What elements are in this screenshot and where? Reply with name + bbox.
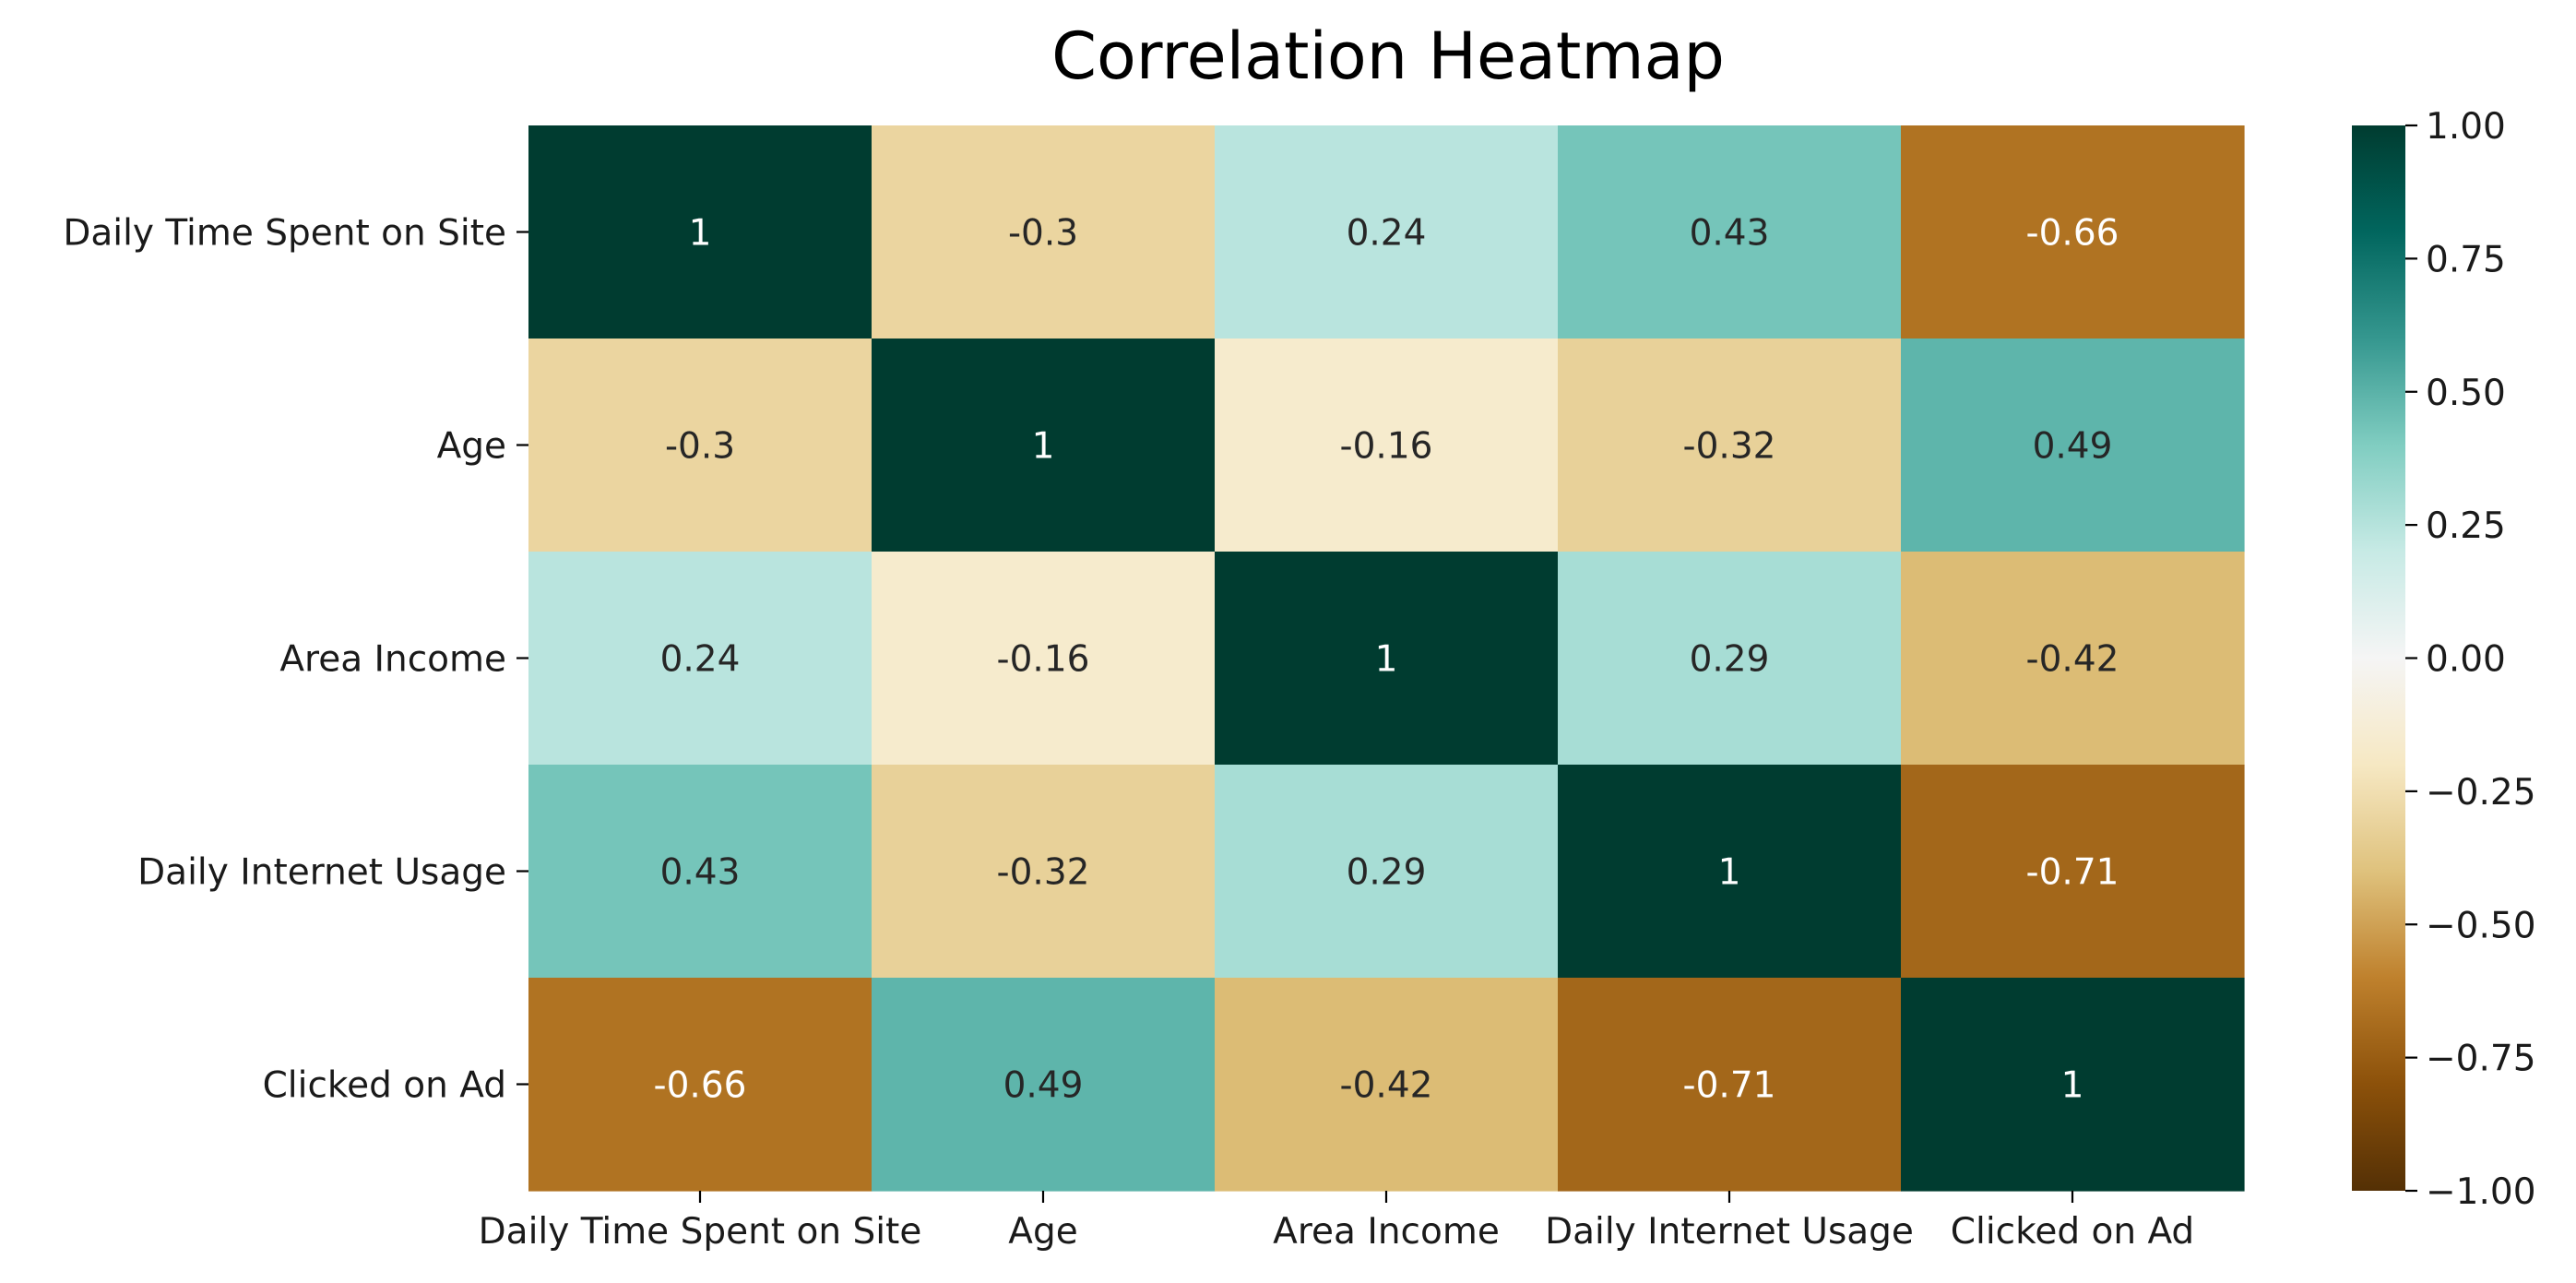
y-tick-label-age: Age xyxy=(437,426,506,468)
heatmap-cell-r0-c0 xyxy=(528,125,873,339)
colorbar-tick-label: −1.00 xyxy=(2426,1171,2536,1213)
colorbar-tick-label: 0.75 xyxy=(2426,239,2506,280)
heatmap-cell-r1-c4 xyxy=(1901,339,2245,552)
y-tick-label-clicked-on-ad: Clicked on Ad xyxy=(263,1065,506,1107)
chart-title: Correlation Heatmap xyxy=(1051,18,1725,94)
cell-value-label: -0.16 xyxy=(1340,426,1433,468)
heatmap-cell-r2-c2 xyxy=(1215,552,1559,766)
heatmap-cell-r1-c3 xyxy=(1558,339,1902,552)
cell-value-label: 0.29 xyxy=(1347,852,1427,894)
y-tick-label-daily-time-spent-on-site: Daily Time Spent on Site xyxy=(63,213,506,255)
cell-value-label: -0.16 xyxy=(997,639,1090,681)
colorbar-tick-label: 0.50 xyxy=(2426,373,2506,414)
cell-value-label: 0.24 xyxy=(660,639,741,681)
colorbar-tick-label: −0.75 xyxy=(2426,1039,2536,1080)
heatmap-cell-r3-c4 xyxy=(1901,765,2245,979)
cell-value-label: -0.42 xyxy=(2026,639,2119,681)
heatmap-cell-r3-c3 xyxy=(1558,765,1902,979)
x-tick-label-daily-internet-usage: Daily Internet Usage xyxy=(1545,1211,1914,1253)
cell-value-label: -0.3 xyxy=(665,426,735,468)
heatmap-cell-r2-c1 xyxy=(872,552,1216,766)
cell-value-label: 0.29 xyxy=(1690,639,1770,681)
heatmap-cell-r0-c2 xyxy=(1215,125,1559,339)
heatmap-cell-r3-c1 xyxy=(872,765,1216,979)
x-tick-label-daily-time-spent-on-site: Daily Time Spent on Site xyxy=(479,1211,922,1253)
heatmap-cell-r2-c4 xyxy=(1901,552,2245,766)
x-tick-label-clicked-on-ad: Clicked on Ad xyxy=(1951,1211,2194,1253)
heatmap-cell-r0-c4 xyxy=(1901,125,2245,339)
cell-value-label: -0.3 xyxy=(1008,213,1078,255)
x-axis: Daily Time Spent on Site Age Area Income Da… xyxy=(479,1191,2194,1253)
x-tick-label-age: Age xyxy=(1008,1211,1077,1253)
heatmap-cell-r1-c2 xyxy=(1215,339,1559,552)
heatmap-cell-r4-c2 xyxy=(1215,978,1559,1192)
heatmap-cell-r4-c1 xyxy=(872,978,1216,1192)
heatmap-cell-r0-c3 xyxy=(1558,125,1902,339)
heatmap-cell-r4-c3 xyxy=(1558,978,1902,1192)
heatmap-cell-r2-c0 xyxy=(528,552,873,766)
colorbar-scale xyxy=(2352,125,2405,1191)
heatmap-cell-r3-c0 xyxy=(528,765,873,979)
cell-value-label: 0.43 xyxy=(1690,213,1770,255)
heatmap-grid: 1 -0.3 0.24 0.43 -0.66 -0.3 1 -0.16 -0.32 0.49 0.2… xyxy=(528,125,2245,1192)
heatmap-cell-r3-c2 xyxy=(1215,765,1559,979)
cell-value-label: 0.24 xyxy=(1347,213,1427,255)
cell-value-label: -0.32 xyxy=(997,852,1090,894)
heatmap-cell-r4-c4 xyxy=(1901,978,2245,1192)
cell-value-label: 0.43 xyxy=(660,852,741,894)
colorbar-tick-label: 0.25 xyxy=(2426,505,2506,547)
cell-value-label: 1 xyxy=(2061,1065,2084,1107)
cell-value-label: -0.71 xyxy=(2026,852,2119,894)
cell-value-label: 0.49 xyxy=(1003,1065,1084,1107)
cell-value-label: 1 xyxy=(1718,852,1741,894)
x-tick-label-area-income: Area Income xyxy=(1273,1211,1500,1253)
colorbar-tick-label: −0.25 xyxy=(2426,772,2536,814)
y-axis: Daily Time Spent on Site Age Area Income Da… xyxy=(63,213,528,1107)
colorbar: 1.00 0.75 0.50 0.25 0.00 −0.25 −0.50 −0.75 −1.00 xyxy=(2352,106,2536,1213)
heatmap-cell-r1-c1 xyxy=(872,339,1216,552)
colorbar-tick-label: 1.00 xyxy=(2426,106,2506,148)
cell-value-label: 0.49 xyxy=(2033,426,2113,468)
cell-value-label: -0.32 xyxy=(1683,426,1776,468)
y-tick-label-daily-internet-usage: Daily Internet Usage xyxy=(137,852,506,894)
heatmap-cell-r0-c1 xyxy=(872,125,1216,339)
cell-value-label: -0.42 xyxy=(1340,1065,1433,1107)
cell-value-label: 1 xyxy=(689,213,712,255)
cell-value-label: -0.71 xyxy=(1683,1065,1776,1107)
cell-value-label: -0.66 xyxy=(654,1065,747,1107)
heatmap-cell-r2-c3 xyxy=(1558,552,1902,766)
cell-value-label: 1 xyxy=(1032,426,1055,468)
heatmap-cell-r4-c0 xyxy=(528,978,873,1192)
colorbar-tick-label: 0.00 xyxy=(2426,639,2506,681)
y-tick-label-area-income: Area Income xyxy=(279,639,506,681)
heatmap-cell-r1-c0 xyxy=(528,339,873,552)
cell-value-label: -0.66 xyxy=(2026,213,2119,255)
cell-value-label: 1 xyxy=(1375,639,1398,681)
colorbar-tick-label: −0.50 xyxy=(2426,905,2536,946)
